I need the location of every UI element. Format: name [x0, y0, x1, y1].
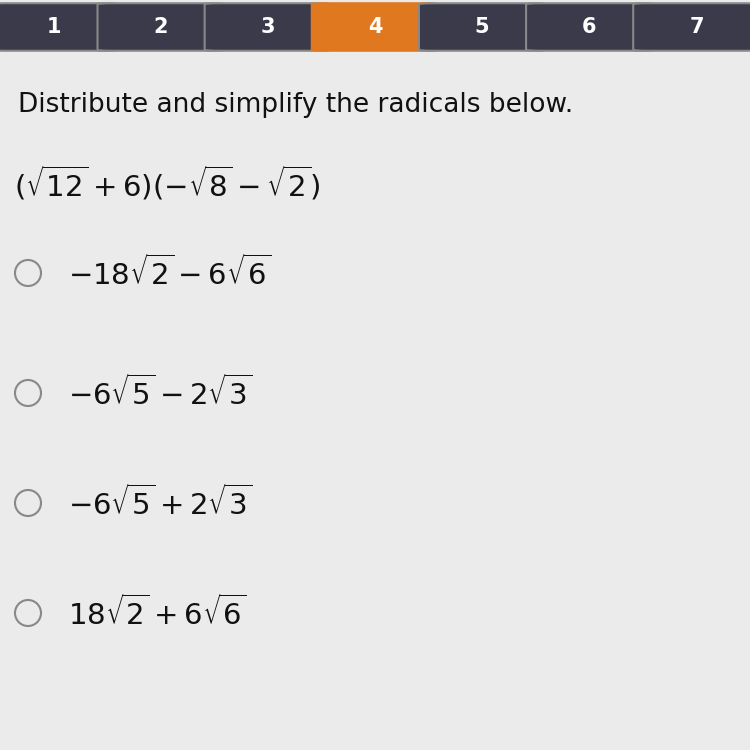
Text: Distribute and simplify the radicals below.: Distribute and simplify the radicals bel…	[18, 92, 573, 118]
FancyBboxPatch shape	[526, 3, 652, 51]
Text: 5: 5	[475, 17, 490, 37]
FancyBboxPatch shape	[0, 3, 117, 51]
Text: $18\sqrt{2}+6\sqrt{6}$: $18\sqrt{2}+6\sqrt{6}$	[68, 595, 247, 631]
Text: 3: 3	[260, 17, 275, 37]
Text: 2: 2	[154, 17, 168, 37]
Text: $-18\sqrt{2}-6\sqrt{6}$: $-18\sqrt{2}-6\sqrt{6}$	[68, 255, 272, 291]
Text: 4: 4	[368, 17, 382, 37]
FancyBboxPatch shape	[205, 3, 331, 51]
Text: $-6\sqrt{5}+2\sqrt{3}$: $-6\sqrt{5}+2\sqrt{3}$	[68, 485, 253, 521]
Text: 1: 1	[46, 17, 61, 37]
FancyBboxPatch shape	[98, 3, 224, 51]
Text: 7: 7	[689, 17, 703, 37]
Text: $(\sqrt{12}+6)(-\sqrt{8}-\sqrt{2})$: $(\sqrt{12}+6)(-\sqrt{8}-\sqrt{2})$	[14, 164, 320, 202]
FancyBboxPatch shape	[312, 3, 438, 51]
FancyBboxPatch shape	[419, 3, 545, 51]
Text: 6: 6	[582, 17, 596, 37]
FancyBboxPatch shape	[633, 3, 750, 51]
Text: $-6\sqrt{5}-2\sqrt{3}$: $-6\sqrt{5}-2\sqrt{3}$	[68, 375, 253, 411]
